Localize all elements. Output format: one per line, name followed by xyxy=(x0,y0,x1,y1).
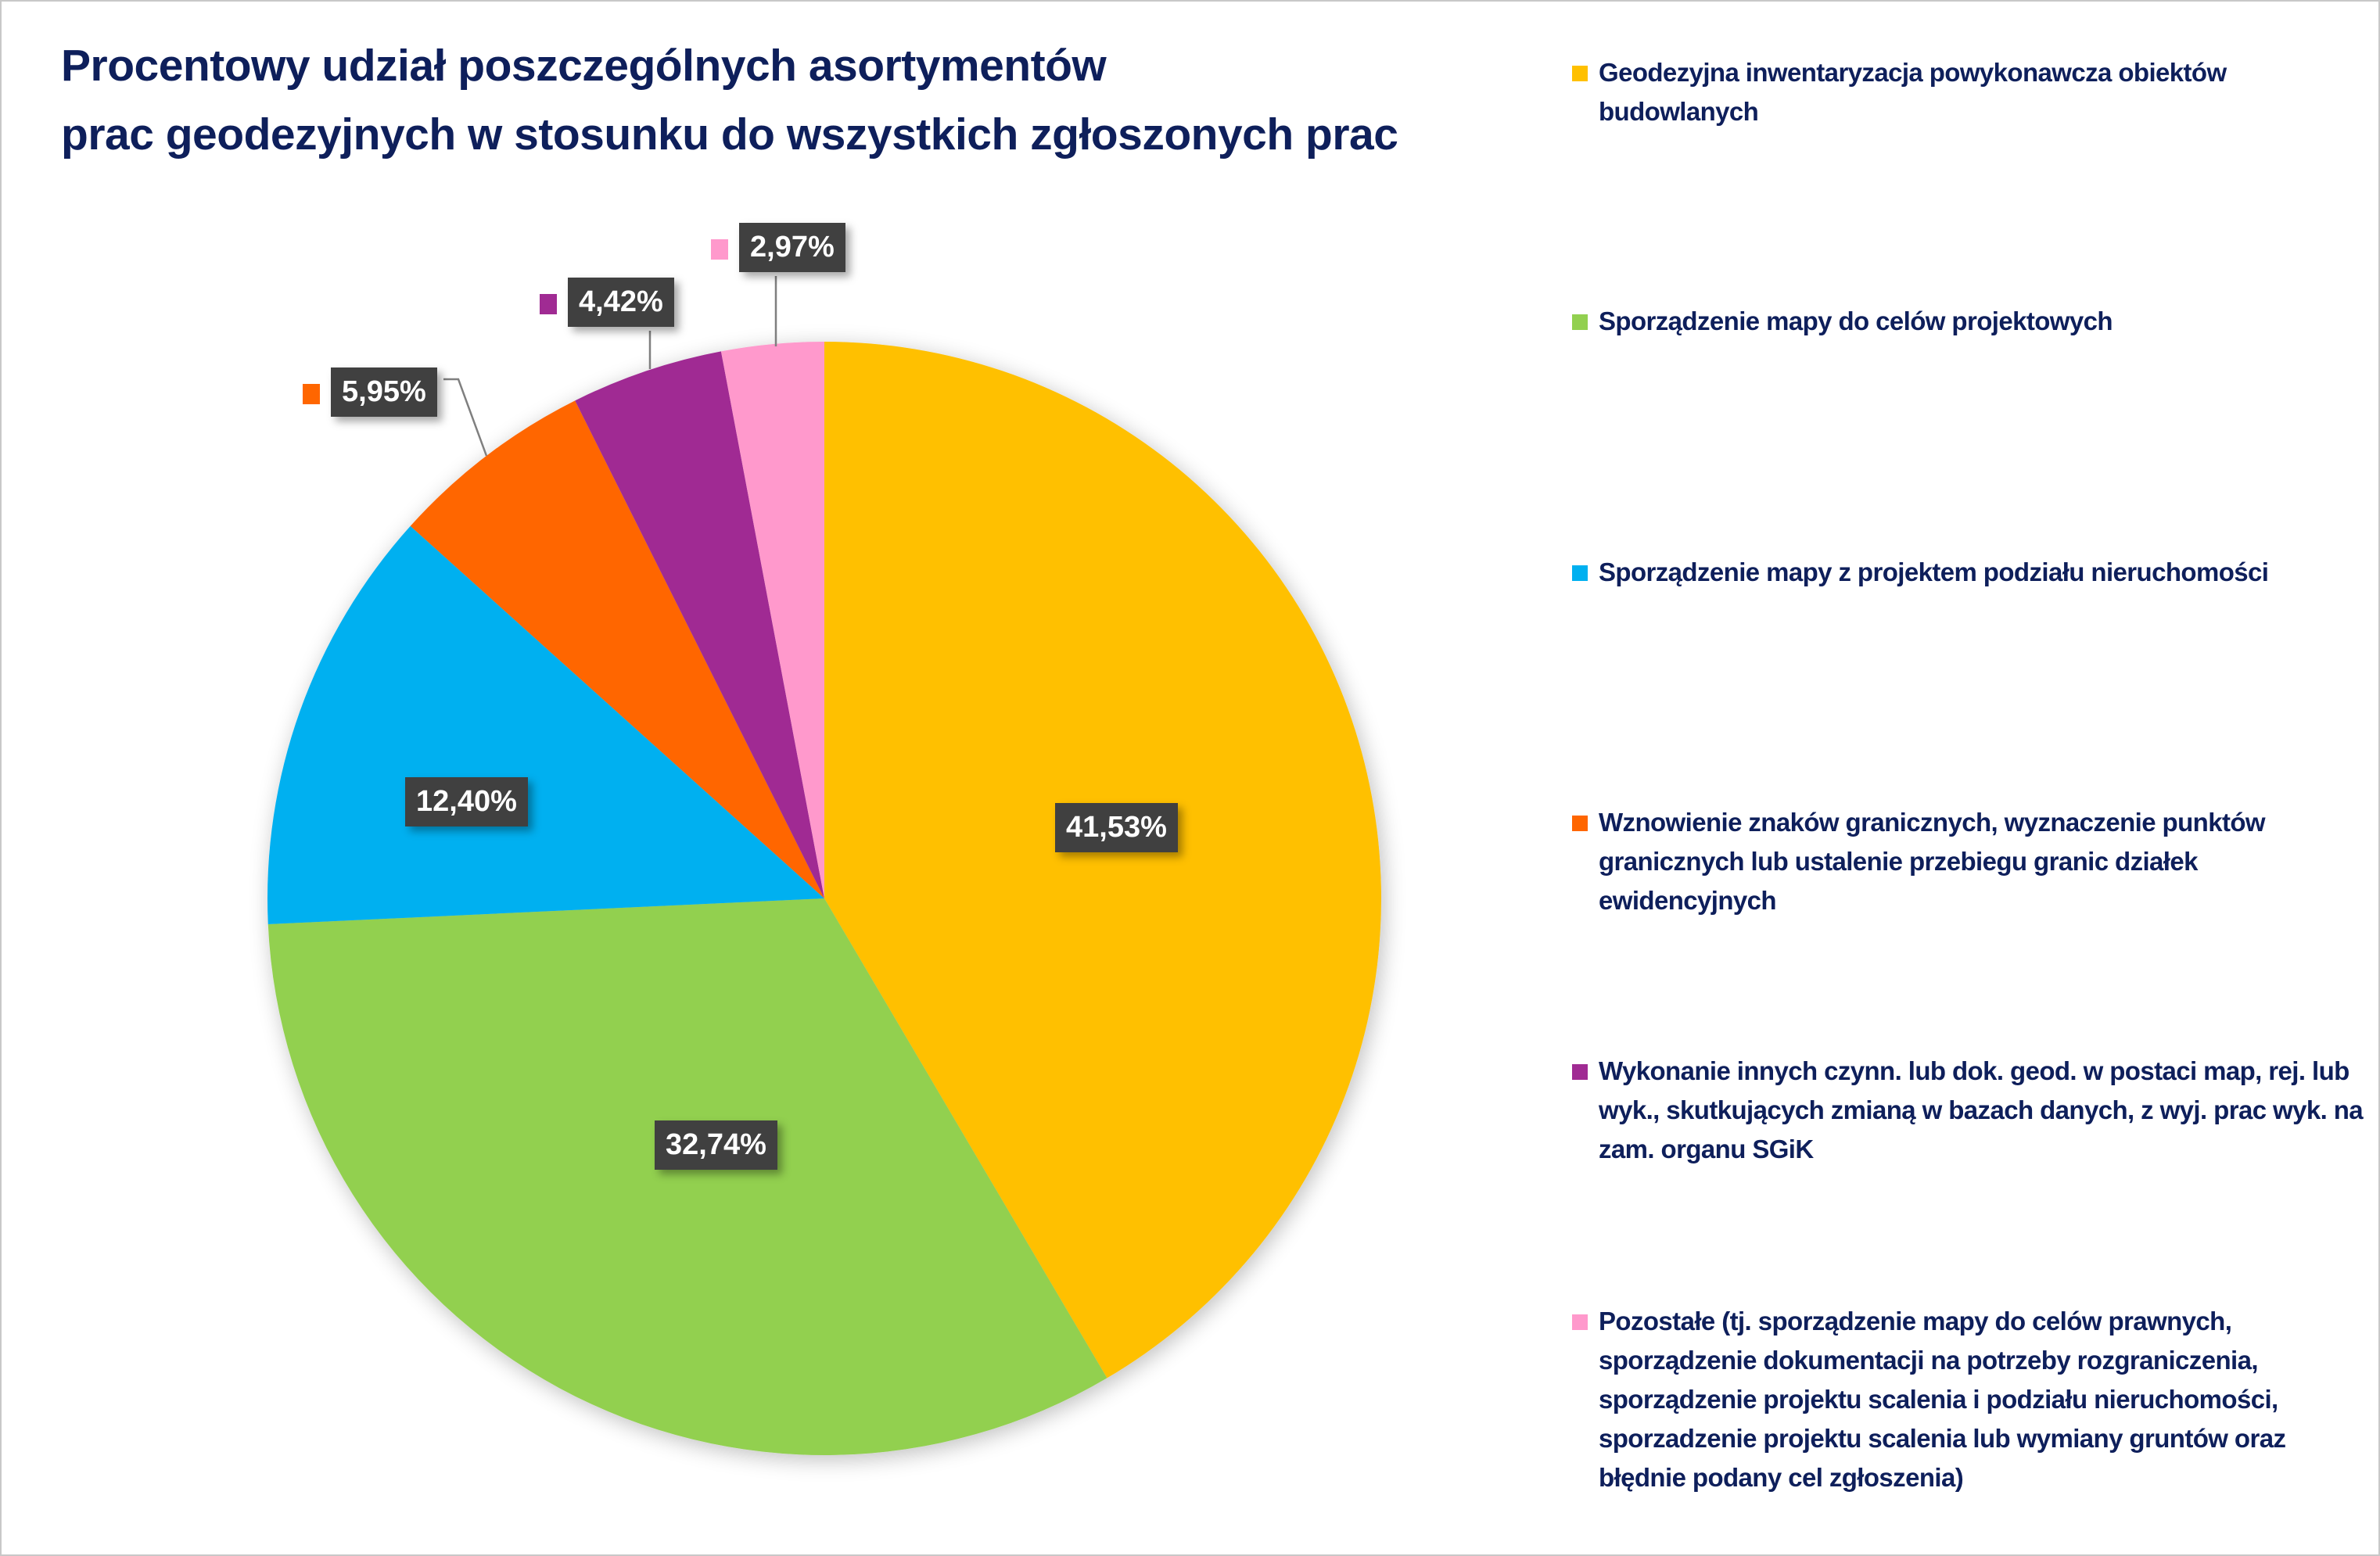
leader-line-4 xyxy=(443,378,488,457)
legend-label: Wykonanie innych czynn. lub dok. geod. w… xyxy=(1599,1056,2364,1163)
chart-title-line-2: prac geodezyjnych w stosunku do wszystki… xyxy=(61,109,1398,160)
chart-title: Procentowy udział poszczególnych asortym… xyxy=(61,31,1547,169)
pie-slice-4[interactable] xyxy=(410,400,824,898)
legend-swatch xyxy=(1572,1064,1588,1080)
pie-slice-1[interactable] xyxy=(824,342,1382,1379)
data-label-6: 2,97% xyxy=(739,223,845,272)
pie-slice-6[interactable] xyxy=(720,342,824,898)
data-label-swatch-6 xyxy=(711,239,728,260)
legend-swatch xyxy=(1572,816,1588,831)
data-label-swatch-4 xyxy=(303,384,320,404)
data-label-swatch-5 xyxy=(540,294,557,314)
data-label-3: 12,40% xyxy=(405,777,528,826)
legend-label: Pozostałe (tj. sporządzenie mapy do celó… xyxy=(1599,1307,2286,1492)
pie-slice-5[interactable] xyxy=(575,351,824,898)
legend-label: Geodezyjna inwentaryzacja powykonawcza o… xyxy=(1599,58,2227,126)
leader-lines xyxy=(443,276,777,457)
legend-label: Sporządzenie mapy do celów projektowych xyxy=(1599,307,2113,335)
legend-label: Sporządzenie mapy z projektem podziału n… xyxy=(1599,558,2269,586)
data-label-4: 5,95% xyxy=(331,367,437,417)
data-label-5: 4,42% xyxy=(568,278,674,327)
legend-swatch xyxy=(1572,1314,1588,1330)
chart-title-line-1: Procentowy udział poszczególnych asortym… xyxy=(61,41,1107,91)
pie-slice-2[interactable] xyxy=(267,898,1107,1456)
legend-swatch xyxy=(1572,314,1588,330)
pie-slices xyxy=(267,342,1382,1456)
legend-swatch xyxy=(1572,565,1588,581)
data-label-1: 41,53% xyxy=(1055,803,1178,852)
legend-label: Wznowienie znaków granicznych, wyznaczen… xyxy=(1599,808,2266,915)
data-label-2: 32,74% xyxy=(655,1120,777,1170)
legend-swatch xyxy=(1572,66,1588,81)
